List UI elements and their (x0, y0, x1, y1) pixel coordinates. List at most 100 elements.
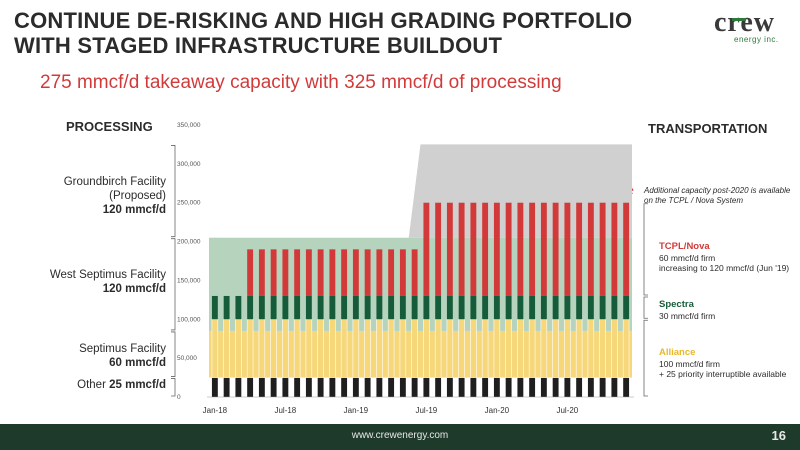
bar-tcpl (493, 202, 500, 296)
label-alliance-name: Alliance (659, 347, 696, 358)
bar-other (458, 377, 465, 397)
area-other-base (209, 377, 632, 397)
bar-spectra (411, 295, 418, 320)
x-tick-label: Jul-20 (556, 406, 578, 415)
x-tick-label: Jul-19 (415, 406, 437, 415)
bar-tcpl (587, 202, 594, 296)
processing-bracket (171, 238, 176, 331)
bar-alliance (293, 318, 301, 378)
label-tcpl: TCPL/Nova 60 mmcf/d firm increasing to 1… (659, 241, 789, 274)
bar-other (341, 377, 348, 397)
bar-tcpl (505, 202, 512, 296)
page-number: 16 (771, 428, 786, 443)
bar-tcpl (599, 202, 606, 296)
bar-alliance (564, 318, 571, 378)
transport-note: Additional capacity post-2020 is availab… (644, 186, 791, 205)
bar-other (446, 377, 453, 397)
bar-tcpl (399, 249, 406, 296)
label-alliance: Alliance 100 mmcf/d firm + 25 priority i… (659, 347, 786, 380)
bar-other (529, 377, 536, 397)
label-spectra: Spectra 30 mmcf/d firm (659, 299, 716, 321)
bar-other (505, 377, 512, 397)
label-west-septimus: West Septimus Facility 120 mmcf/d (50, 268, 166, 296)
bar-tcpl (552, 202, 559, 296)
y-tick-label: 300,000 (177, 161, 201, 168)
bar-tcpl (329, 249, 336, 296)
bar-spectra (270, 295, 277, 320)
label-spectra-line1: 30 mmcf/d firm (659, 310, 716, 321)
bar-tcpl (623, 202, 630, 296)
bar-alliance (340, 318, 348, 378)
bar-alliance (587, 318, 595, 378)
bar-spectra (341, 295, 348, 320)
bar-spectra (458, 295, 465, 320)
bar-spectra (446, 295, 453, 320)
logo-tagline: energy inc. (734, 35, 779, 44)
bar-alliance (364, 318, 371, 378)
bar-tcpl (576, 202, 583, 296)
bar-other (423, 377, 430, 397)
bar-tcpl (470, 202, 477, 296)
label-groundbirch-value: 120 mmcf/d (102, 204, 166, 216)
bar-spectra (540, 295, 547, 320)
bar-tcpl (294, 249, 301, 296)
bar-spectra (611, 295, 618, 320)
bar-spectra (470, 295, 477, 320)
bar-spectra (435, 295, 442, 320)
bar-other (364, 377, 371, 397)
bar-other (435, 377, 442, 397)
bar-tcpl (247, 249, 254, 296)
bar-alliance (599, 318, 606, 378)
bar-spectra (258, 295, 265, 320)
bar-spectra (599, 295, 606, 320)
processing-header: PROCESSING (66, 119, 153, 134)
bar-alliance (622, 318, 630, 378)
bar-other (482, 377, 489, 397)
bar-alliance (376, 318, 383, 378)
bar-other (388, 377, 395, 397)
label-groundbirch: Groundbirch Facility (Proposed) 120 mmcf… (64, 175, 166, 217)
area-west-septimus (209, 237, 632, 331)
label-other-value: 25 mmcf/d (109, 379, 166, 391)
bar-spectra (282, 295, 289, 320)
bar-other (576, 377, 583, 397)
y-tick-label: 50,000 (177, 355, 197, 362)
bar-other (611, 377, 618, 397)
bar-other (564, 377, 571, 397)
bar-alliance (423, 318, 430, 378)
bar-tcpl (529, 202, 536, 296)
bar-spectra (623, 295, 630, 320)
bar-spectra (505, 295, 512, 320)
bar-spectra (211, 295, 218, 320)
label-alliance-line1: 100 mmcf/d firm (659, 358, 720, 369)
bar-tcpl (423, 202, 430, 296)
bar-alliance (282, 318, 289, 378)
bar-alliance (470, 318, 477, 378)
bar-tcpl (564, 202, 571, 296)
y-tick-label: 250,000 (177, 200, 201, 207)
bar-alliance (317, 318, 324, 378)
label-groundbirch-name: Groundbirch Facility (63, 176, 166, 188)
bar-alliance (223, 318, 230, 378)
transportation-header: TRANSPORTATION (648, 121, 768, 136)
bar-alliance (352, 318, 360, 378)
bar-alliance (611, 318, 618, 378)
label-septimus-name: Septimus Facility (79, 343, 166, 355)
label-groundbirch-sub: (Proposed) (109, 190, 166, 202)
bar-other (493, 377, 500, 397)
transport-bracket (643, 203, 648, 296)
bar-other (329, 377, 336, 397)
bar-tcpl (270, 249, 277, 296)
page-subtitle: 275 mmcf/d takeaway capacity with 325 mm… (40, 72, 562, 93)
bar-alliance (575, 318, 583, 378)
bar-tcpl (305, 249, 312, 296)
label-spectra-name: Spectra (659, 299, 694, 310)
bar-tcpl (611, 202, 618, 296)
page-title: CONTINUE DE-RISKING AND HIGH GRADING POR… (14, 8, 633, 58)
bar-alliance (552, 318, 559, 378)
bar-other (517, 377, 524, 397)
bar-spectra (305, 295, 312, 320)
label-west-septimus-value: 120 mmcf/d (102, 283, 166, 295)
bar-spectra (552, 295, 559, 320)
bar-spectra (493, 295, 500, 320)
